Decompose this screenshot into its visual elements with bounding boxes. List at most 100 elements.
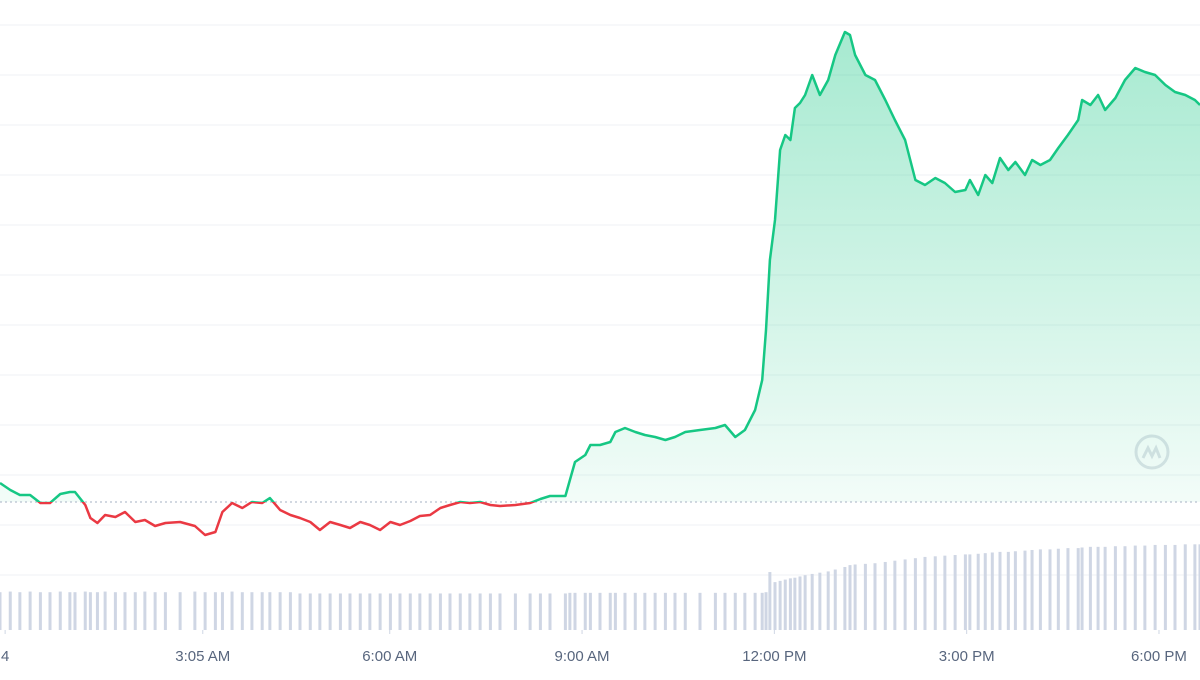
volume-bar <box>1031 550 1034 630</box>
volume-bar <box>1143 546 1146 630</box>
volume-bar <box>1077 548 1080 630</box>
volume-bar <box>204 592 207 630</box>
volume-bar <box>1024 551 1027 630</box>
volume-bar <box>1057 549 1060 630</box>
volume-bar <box>489 593 492 630</box>
volume-bar <box>614 593 617 630</box>
x-tick-label: 3:05 AM <box>175 648 230 665</box>
volume-bar <box>968 554 971 630</box>
volume-bar <box>634 593 637 630</box>
volume-bar <box>479 593 482 630</box>
volume-bar <box>261 592 264 630</box>
volume-bar <box>179 592 182 630</box>
volume-bar <box>250 592 253 630</box>
volume-bar <box>268 592 271 630</box>
volume-bar <box>568 593 571 630</box>
volume-bar <box>1014 551 1017 630</box>
volume-bar <box>449 593 452 630</box>
volume-bar <box>409 593 412 630</box>
volume-bar <box>984 553 987 630</box>
volume-bar <box>827 571 830 630</box>
volume-bar <box>1081 547 1084 630</box>
volume-bar <box>699 593 702 630</box>
volume-bar <box>114 592 117 630</box>
volume-bar <box>74 592 77 630</box>
volume-bar <box>884 562 887 630</box>
volume-bar <box>1134 546 1137 630</box>
volume-bar <box>349 593 352 630</box>
volume-bar <box>418 593 421 630</box>
volume-bar <box>864 564 867 630</box>
volume-bar <box>1114 546 1117 630</box>
volume-bar <box>339 593 342 630</box>
volume-bar <box>1049 549 1052 630</box>
volume-bar <box>574 593 577 630</box>
volume-bar <box>18 592 21 630</box>
volume-bar <box>779 581 782 630</box>
volume-bar <box>1039 549 1042 630</box>
x-tick-label: 12:00 PM <box>742 648 806 665</box>
volume-bar <box>754 593 757 630</box>
volume-bar <box>609 593 612 630</box>
volume-bar <box>714 593 717 630</box>
volume-bar <box>1193 544 1196 630</box>
volume-bar <box>789 578 792 630</box>
volume-bar <box>843 567 846 630</box>
volume-bar <box>811 574 814 630</box>
volume-bar <box>804 575 807 630</box>
volume-bar <box>761 593 764 630</box>
volume-bar <box>514 593 517 630</box>
volume-bar <box>799 576 802 630</box>
volume-bar <box>193 592 196 630</box>
volume-bar <box>1154 545 1157 630</box>
volume-bar <box>539 593 542 630</box>
volume-bar <box>439 593 442 630</box>
volume-bar <box>624 593 627 630</box>
volume-bar <box>724 593 727 630</box>
volume-bar <box>379 593 382 630</box>
volume-bar <box>999 552 1002 630</box>
volume-bar <box>893 561 896 630</box>
x-tick-label: 3:00 PM <box>939 648 995 665</box>
volume-bar <box>589 593 592 630</box>
volume-bar <box>164 592 167 630</box>
volume-bar <box>1089 547 1092 630</box>
volume-bar <box>743 593 746 630</box>
volume-bar <box>29 592 32 630</box>
volume-bar <box>9 592 12 630</box>
volume-bar <box>84 592 87 630</box>
x-tick-label: 4 <box>1 648 9 665</box>
volume-bar <box>104 592 107 630</box>
volume-bar <box>954 555 957 630</box>
volume-bar <box>874 563 877 630</box>
volume-bar <box>1174 545 1177 630</box>
volume-bar <box>309 593 312 630</box>
volume-bar <box>214 592 217 630</box>
volume-bar <box>289 592 292 630</box>
volume-bar <box>529 593 532 630</box>
volume-bar <box>459 593 462 630</box>
price <box>0 32 1200 535</box>
volume-bar <box>221 592 224 630</box>
x-tick-label: 9:00 AM <box>555 648 610 665</box>
volume-bar <box>1124 546 1127 630</box>
volume-bar <box>389 593 392 630</box>
volume-bar <box>793 578 796 630</box>
volume-bar <box>977 554 980 630</box>
volume-bar <box>943 556 946 630</box>
volume-bar <box>674 593 677 630</box>
volume-bar <box>124 592 127 630</box>
volume-bar <box>299 593 302 630</box>
volume-bar <box>68 592 71 630</box>
volume-bar <box>143 592 146 630</box>
volume-bar <box>59 592 62 630</box>
volume-bar <box>499 593 502 630</box>
volume-bar <box>96 592 99 630</box>
volume-bar <box>664 593 667 630</box>
volume-bar <box>279 592 282 630</box>
volume-bar <box>834 570 837 630</box>
volume-bar <box>784 580 787 630</box>
